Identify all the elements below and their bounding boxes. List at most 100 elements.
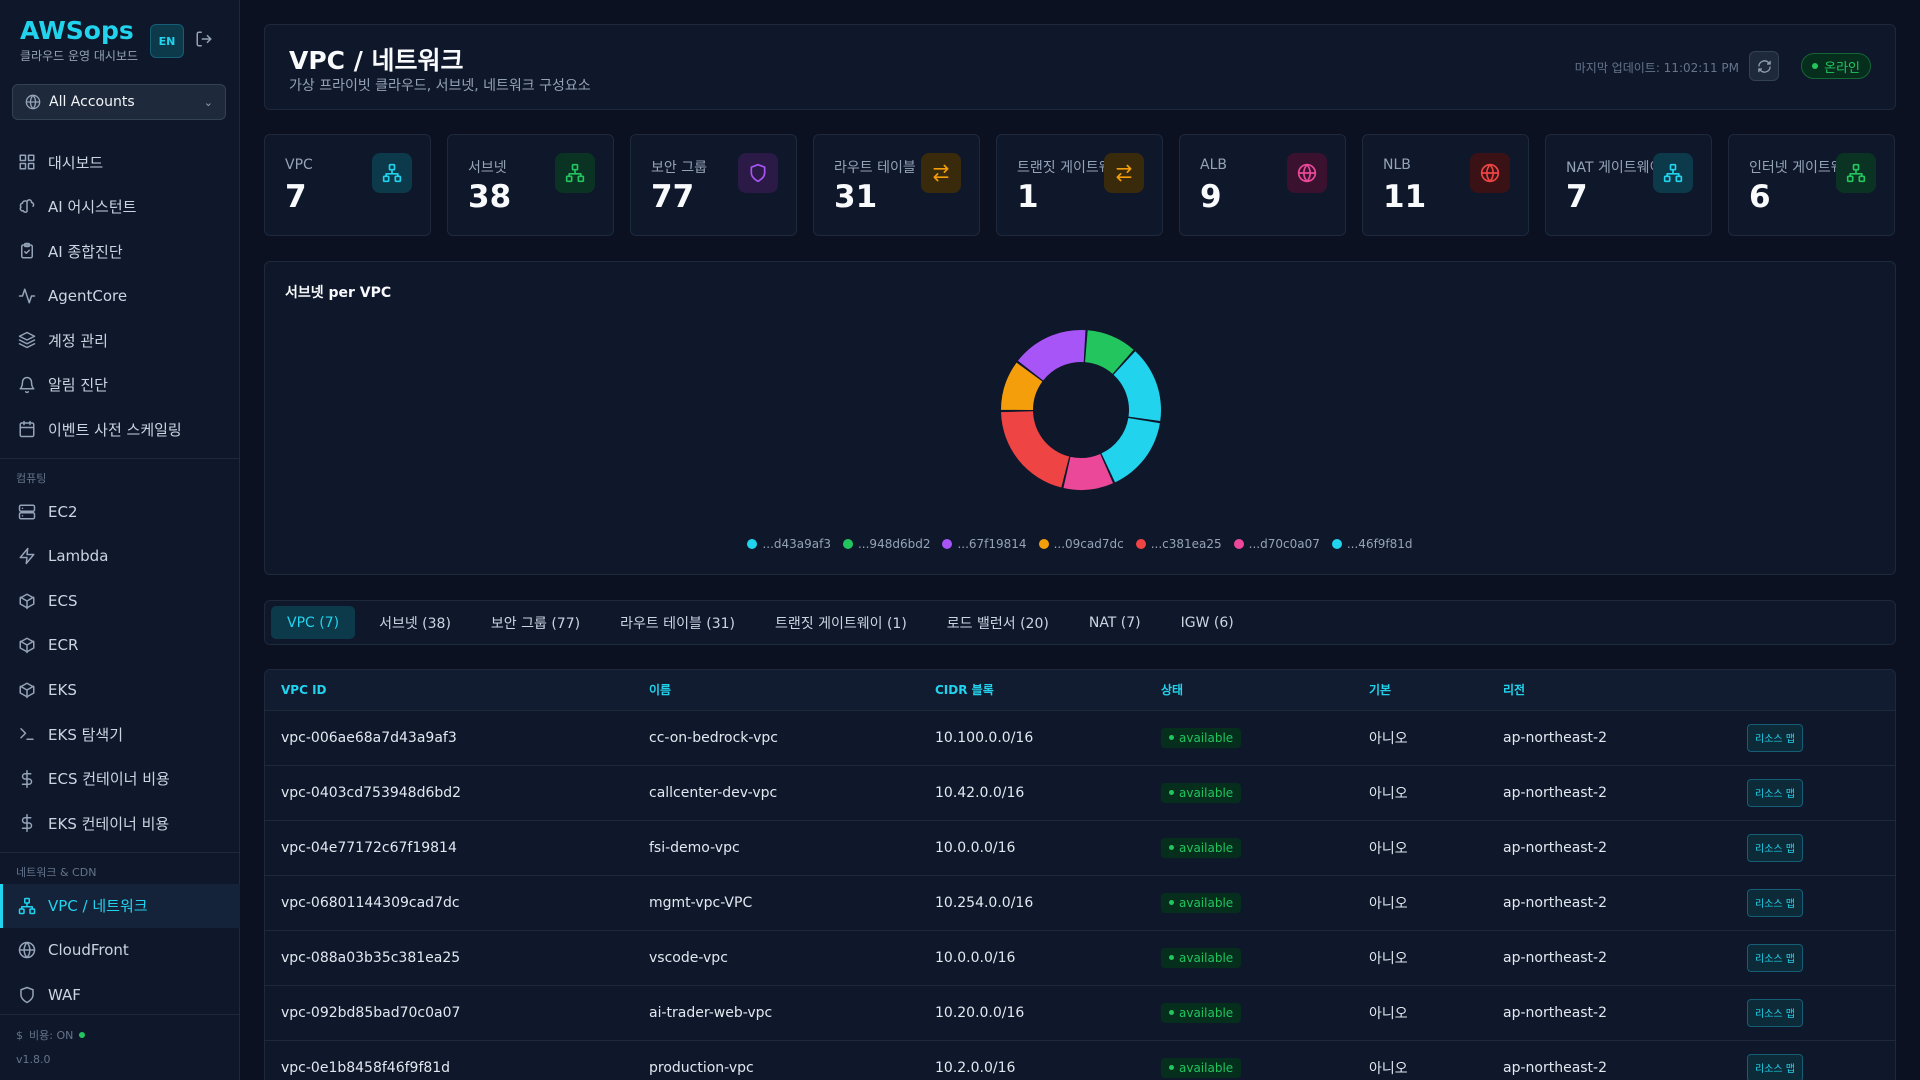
status-dot xyxy=(1169,1010,1174,1015)
sidebar-item-이벤트-사전-스케일링[interactable]: 이벤트 사전 스케일링 xyxy=(0,407,240,452)
resource-map-button[interactable]: 리소스 맵 xyxy=(1747,888,1803,917)
sidebar-item-ec2[interactable]: EC2 xyxy=(0,490,240,535)
table-row[interactable]: vpc-0403cd753948d6bd2 callcenter-dev-vpc 1… xyxy=(265,764,1895,820)
sidebar-item-ai-종합진단[interactable]: AI 종합진단 xyxy=(0,229,240,274)
status-label: available xyxy=(1179,785,1234,800)
resource-map-button[interactable]: 리소스 맵 xyxy=(1747,833,1803,862)
box-icon xyxy=(19,682,35,698)
sidebar-item-ai-어시스턴트[interactable]: AI 어시스턴트 xyxy=(0,185,240,230)
sidebar-item-eks-탐색기[interactable]: EKS 탐색기 xyxy=(0,712,240,757)
resource-map-button[interactable]: 리소스 맵 xyxy=(1747,723,1803,752)
resource-map-button[interactable]: 리소스 맵 xyxy=(1747,778,1803,807)
sidebar-item-vpc-네트워크[interactable]: VPC / 네트워크 xyxy=(0,883,240,928)
donut-slice[interactable] xyxy=(1017,330,1086,381)
sidebar-item-lambda[interactable]: Lambda xyxy=(0,534,240,579)
resource-map-button[interactable]: 리소스 맵 xyxy=(1747,1053,1803,1080)
chart-legend: ...d43a9af3 ...948d6bd2 ...67f19814 ...09ca… xyxy=(265,537,1895,551)
status-dot xyxy=(1169,790,1174,795)
column-header[interactable]: CIDR 블록 xyxy=(919,670,1145,710)
sidebar-item-대시보드[interactable]: 대시보드 xyxy=(0,140,240,185)
column-header[interactable]: 이름 xyxy=(633,670,919,710)
status-badge: available xyxy=(1161,892,1242,913)
legend-item[interactable]: ...d43a9af3 xyxy=(747,537,831,551)
status-label: available xyxy=(1179,1060,1234,1075)
arrows-icon xyxy=(1116,164,1132,182)
tab-2[interactable]: 보안 그룹 (77) xyxy=(490,615,581,632)
tab-5[interactable]: 로드 밸런서 (20) xyxy=(946,615,1049,632)
refresh-button[interactable] xyxy=(1749,51,1779,81)
sidebar-item-ecs-컨테이너-비용[interactable]: ECS 컨테이너 비용 xyxy=(0,757,240,802)
sidebar-item-알림-진단[interactable]: 알림 진단 xyxy=(0,363,240,408)
sidebar-item-label: EKS xyxy=(48,680,77,699)
donut-slice[interactable] xyxy=(1101,417,1160,483)
last-update-time: 마지막 업데이트: 11:02:11 PM xyxy=(1574,61,1739,75)
network-icon xyxy=(382,163,402,183)
vpc-id-cell: vpc-0e1b8458f46f9f81d xyxy=(265,1039,633,1080)
tab-3[interactable]: 라우트 테이블 (31) xyxy=(620,615,736,632)
table-row[interactable]: vpc-0e1b8458f46f9f81d production-vpc 10.2.… xyxy=(265,1039,1895,1080)
sidebar-item-agentcore[interactable]: AgentCore xyxy=(0,274,240,319)
globe-icon xyxy=(25,94,41,110)
sidebar-item-eks-컨테이너-비용[interactable]: EKS 컨테이너 비용 xyxy=(0,801,240,846)
table-row[interactable]: vpc-006ae68a7d43a9af3 cc-on-bedrock-vpc 10… xyxy=(265,709,1895,765)
account-select[interactable]: All Accounts ⌄ xyxy=(12,84,226,120)
table-row[interactable]: vpc-088a03b35c381ea25 vscode-vpc 10.0.0.0/… xyxy=(265,929,1895,985)
legend-item[interactable]: ...09cad7dc xyxy=(1038,537,1124,551)
legend-item[interactable]: ...67f19814 xyxy=(942,537,1027,551)
default-cell: 아니오 xyxy=(1353,764,1487,820)
column-header[interactable]: 상태 xyxy=(1145,670,1353,710)
stat-label: 인터넷 게이트웨이 xyxy=(1749,160,1857,176)
column-header[interactable]: 리전 xyxy=(1487,670,1731,710)
column-header[interactable]: VPC ID xyxy=(265,670,633,710)
resource-map-button[interactable]: 리소스 맵 xyxy=(1747,943,1803,972)
legend-item[interactable]: ...46f9f81d xyxy=(1331,537,1413,551)
tab-1[interactable]: 서브넷 (38) xyxy=(379,615,451,632)
sidebar-item-label: EC2 xyxy=(48,502,78,521)
state-cell: available xyxy=(1145,819,1353,875)
table-row[interactable]: vpc-06801144309cad7dc mgmt-vpc-VPC 10.254.… xyxy=(265,874,1895,930)
legend-swatch xyxy=(842,539,853,549)
sidebar-item-ecr[interactable]: ECR xyxy=(0,623,240,668)
subnets-per-vpc-chart-card: 서브넷 per VPC ...d43a9af3 ...948d6bd2 ...67f… xyxy=(264,261,1896,575)
default-cell: 아니오 xyxy=(1353,709,1487,765)
tab-7[interactable]: IGW (6) xyxy=(1180,614,1234,631)
legend-item[interactable]: ...c381ea25 xyxy=(1135,537,1222,551)
app-version: v1.8.0 xyxy=(16,1053,51,1066)
legend-swatch xyxy=(747,539,758,549)
language-toggle-button[interactable]: EN xyxy=(150,24,184,58)
donut-slice[interactable] xyxy=(1001,362,1043,410)
tab-6[interactable]: NAT (7) xyxy=(1088,614,1141,631)
tab-0[interactable]: VPC (7) xyxy=(271,606,356,639)
legend-swatch xyxy=(1331,539,1342,549)
layers-icon xyxy=(18,332,36,349)
region-cell: ap-northeast-2 xyxy=(1487,764,1731,820)
sidebar-item-계정-관리[interactable]: 계정 관리 xyxy=(0,318,240,363)
donut-slice[interactable] xyxy=(1113,351,1161,422)
legend-item[interactable]: ...948d6bd2 xyxy=(842,537,930,551)
resource-map-button[interactable]: 리소스 맵 xyxy=(1747,998,1803,1027)
action-cell: 리소스 맵 xyxy=(1731,819,1895,875)
status-label: available xyxy=(1179,1005,1234,1020)
sidebar-item-cloudfront[interactable]: CloudFront xyxy=(0,928,240,973)
sidebar-item-waf[interactable]: WAF xyxy=(0,973,240,1018)
action-cell: 리소스 맵 xyxy=(1731,764,1895,820)
sidebar-item-ecs[interactable]: ECS xyxy=(0,579,240,624)
region-cell: ap-northeast-2 xyxy=(1487,1039,1731,1080)
cost-status: 비용: ON xyxy=(29,1029,74,1042)
status-label: available xyxy=(1179,730,1234,745)
table-row[interactable]: vpc-04e77172c67f19814 fsi-demo-vpc 10.0.0.… xyxy=(265,819,1895,875)
donut-slice[interactable] xyxy=(1001,411,1070,488)
stat-label: 보안 그룹 xyxy=(651,160,707,176)
sidebar-item-label: 계정 관리 xyxy=(48,331,108,350)
column-header[interactable] xyxy=(1731,670,1895,710)
column-header[interactable]: 기본 xyxy=(1353,670,1487,710)
donut-slice[interactable] xyxy=(1063,453,1114,490)
donut-slice[interactable] xyxy=(1085,330,1134,374)
tab-4[interactable]: 트랜짓 게이트웨이 (1) xyxy=(775,615,907,632)
shield-icon xyxy=(750,163,766,183)
table-row[interactable]: vpc-092bd85bad70c0a07 ai-trader-web-vpc 10… xyxy=(265,984,1895,1040)
sidebar-item-eks[interactable]: EKS xyxy=(0,668,240,713)
logout-icon[interactable] xyxy=(195,30,213,48)
clipboard-check-icon xyxy=(21,243,33,259)
legend-item[interactable]: ...d70c0a07 xyxy=(1233,537,1320,551)
